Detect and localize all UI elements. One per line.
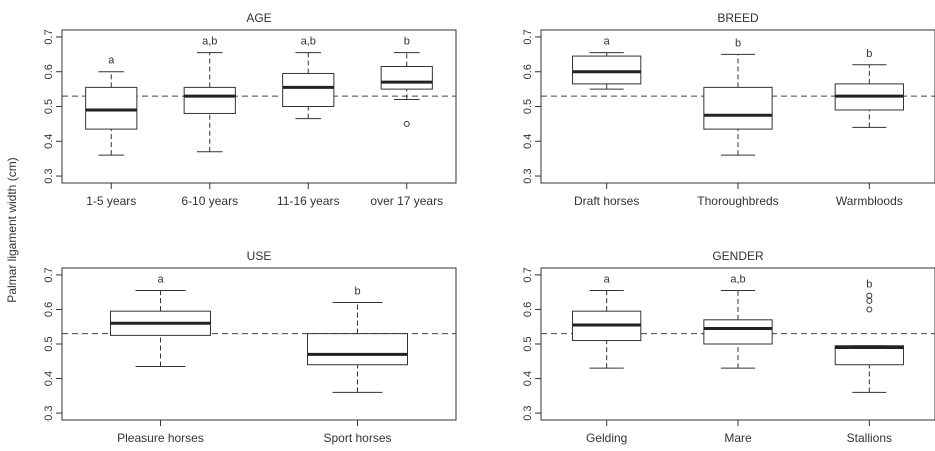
- y-tick-label: 0.7: [43, 29, 55, 44]
- significance-letter: b: [404, 36, 410, 48]
- panel-title: GENDER: [712, 249, 764, 263]
- significance-letter: b: [354, 286, 360, 298]
- iqr-box: [703, 319, 773, 345]
- y-tick-label: 0.5: [43, 99, 55, 114]
- significance-letter: a,b: [202, 36, 217, 48]
- iqr-box: [834, 345, 904, 366]
- x-tick-label: Draft horses: [574, 194, 639, 208]
- significance-letter: a,b: [301, 36, 316, 48]
- x-tick-label: 11-16 years: [277, 194, 339, 208]
- box-1: a,b: [183, 36, 236, 153]
- y-tick-label: 0.6: [43, 302, 55, 317]
- box-0: a: [85, 55, 138, 156]
- x-tick-label: Gelding: [586, 431, 627, 445]
- x-tick-label: Pleasure horses: [117, 431, 204, 445]
- x-tick-label: Stallions: [847, 431, 892, 445]
- significance-letter: a,b: [730, 273, 745, 285]
- significance-letter: b: [866, 279, 872, 291]
- x-tick-label: Sport horses: [323, 431, 391, 445]
- y-tick-label: 0.4: [43, 371, 55, 386]
- y-tick-label: 0.4: [522, 371, 534, 386]
- box-2: b: [834, 48, 904, 128]
- y-tick-label: 0.6: [43, 64, 55, 79]
- significance-letter: a: [604, 36, 611, 48]
- y-tick-label: 0.5: [522, 99, 534, 114]
- box-0: a: [110, 273, 211, 367]
- x-tick-label: Warmbloods: [836, 194, 903, 208]
- y-tick-label: 0.4: [522, 134, 534, 149]
- y-tick-label: 0.3: [522, 405, 534, 420]
- panel-title: BREED: [717, 11, 759, 25]
- y-tick-label: 0.5: [43, 336, 55, 351]
- outlier-point: [866, 306, 873, 313]
- y-tick-label: 0.6: [522, 302, 534, 317]
- iqr-box: [380, 66, 433, 90]
- x-tick-label: Thoroughbreds: [697, 194, 778, 208]
- y-axis-label: Palmar ligament width (cm): [5, 157, 19, 302]
- significance-letter: a: [604, 273, 611, 285]
- y-tick-label: 0.7: [522, 267, 534, 282]
- box-0: a: [572, 273, 642, 369]
- panel-use: USE 0.3 0.4 0.5 0.6 0.7 Pleasure horses Sport h…: [43, 249, 457, 445]
- panel-title: AGE: [246, 11, 271, 25]
- y-tick-label: 0.3: [522, 168, 534, 183]
- iqr-box: [703, 86, 773, 130]
- box-2: a,b: [282, 36, 335, 120]
- iqr-box: [282, 72, 335, 108]
- panel-age: AGE 0.3 0.4 0.5 0.6 0.7 1-5 years 6-10 years 11-…: [43, 11, 457, 208]
- box-1: b: [307, 286, 408, 393]
- y-tick-label: 0.7: [43, 267, 55, 282]
- outlier-point: [866, 292, 873, 299]
- iqr-box: [307, 333, 408, 366]
- panel-breed: BREED 0.3 0.4 0.5 0.6 0.7 Draft horses Thorough…: [522, 11, 935, 208]
- iqr-box: [572, 55, 642, 85]
- panel-gender: GENDER 0.3 0.4 0.5 0.6 0.7 Gelding Mare Stallion…: [522, 249, 935, 445]
- box-2: b: [834, 279, 904, 393]
- y-tick-label: 0.3: [43, 168, 55, 183]
- x-tick-label: Mare: [724, 431, 752, 445]
- y-tick-label: 0.4: [43, 134, 55, 149]
- y-tick-label: 0.3: [43, 405, 55, 420]
- y-tick-label: 0.6: [522, 64, 534, 79]
- significance-letter: a: [157, 273, 164, 285]
- box-3: b: [380, 36, 433, 127]
- iqr-box: [85, 86, 138, 130]
- y-tick-label: 0.5: [522, 336, 534, 351]
- x-tick-label: 6-10 years: [181, 194, 238, 208]
- significance-letter: a: [108, 55, 115, 67]
- box-1: a,b: [703, 273, 773, 369]
- y-tick-label: 0.7: [522, 29, 534, 44]
- significance-letter: b: [866, 48, 872, 60]
- panel-title: USE: [247, 249, 272, 263]
- x-tick-label: over 17 years: [370, 194, 443, 208]
- x-tick-label: 1-5 years: [86, 194, 136, 208]
- outlier-point: [403, 120, 410, 127]
- outlier-point: [866, 297, 873, 304]
- box-1: b: [703, 37, 773, 156]
- box-0: a: [572, 36, 642, 90]
- significance-letter: b: [735, 37, 741, 49]
- iqr-box: [183, 86, 236, 114]
